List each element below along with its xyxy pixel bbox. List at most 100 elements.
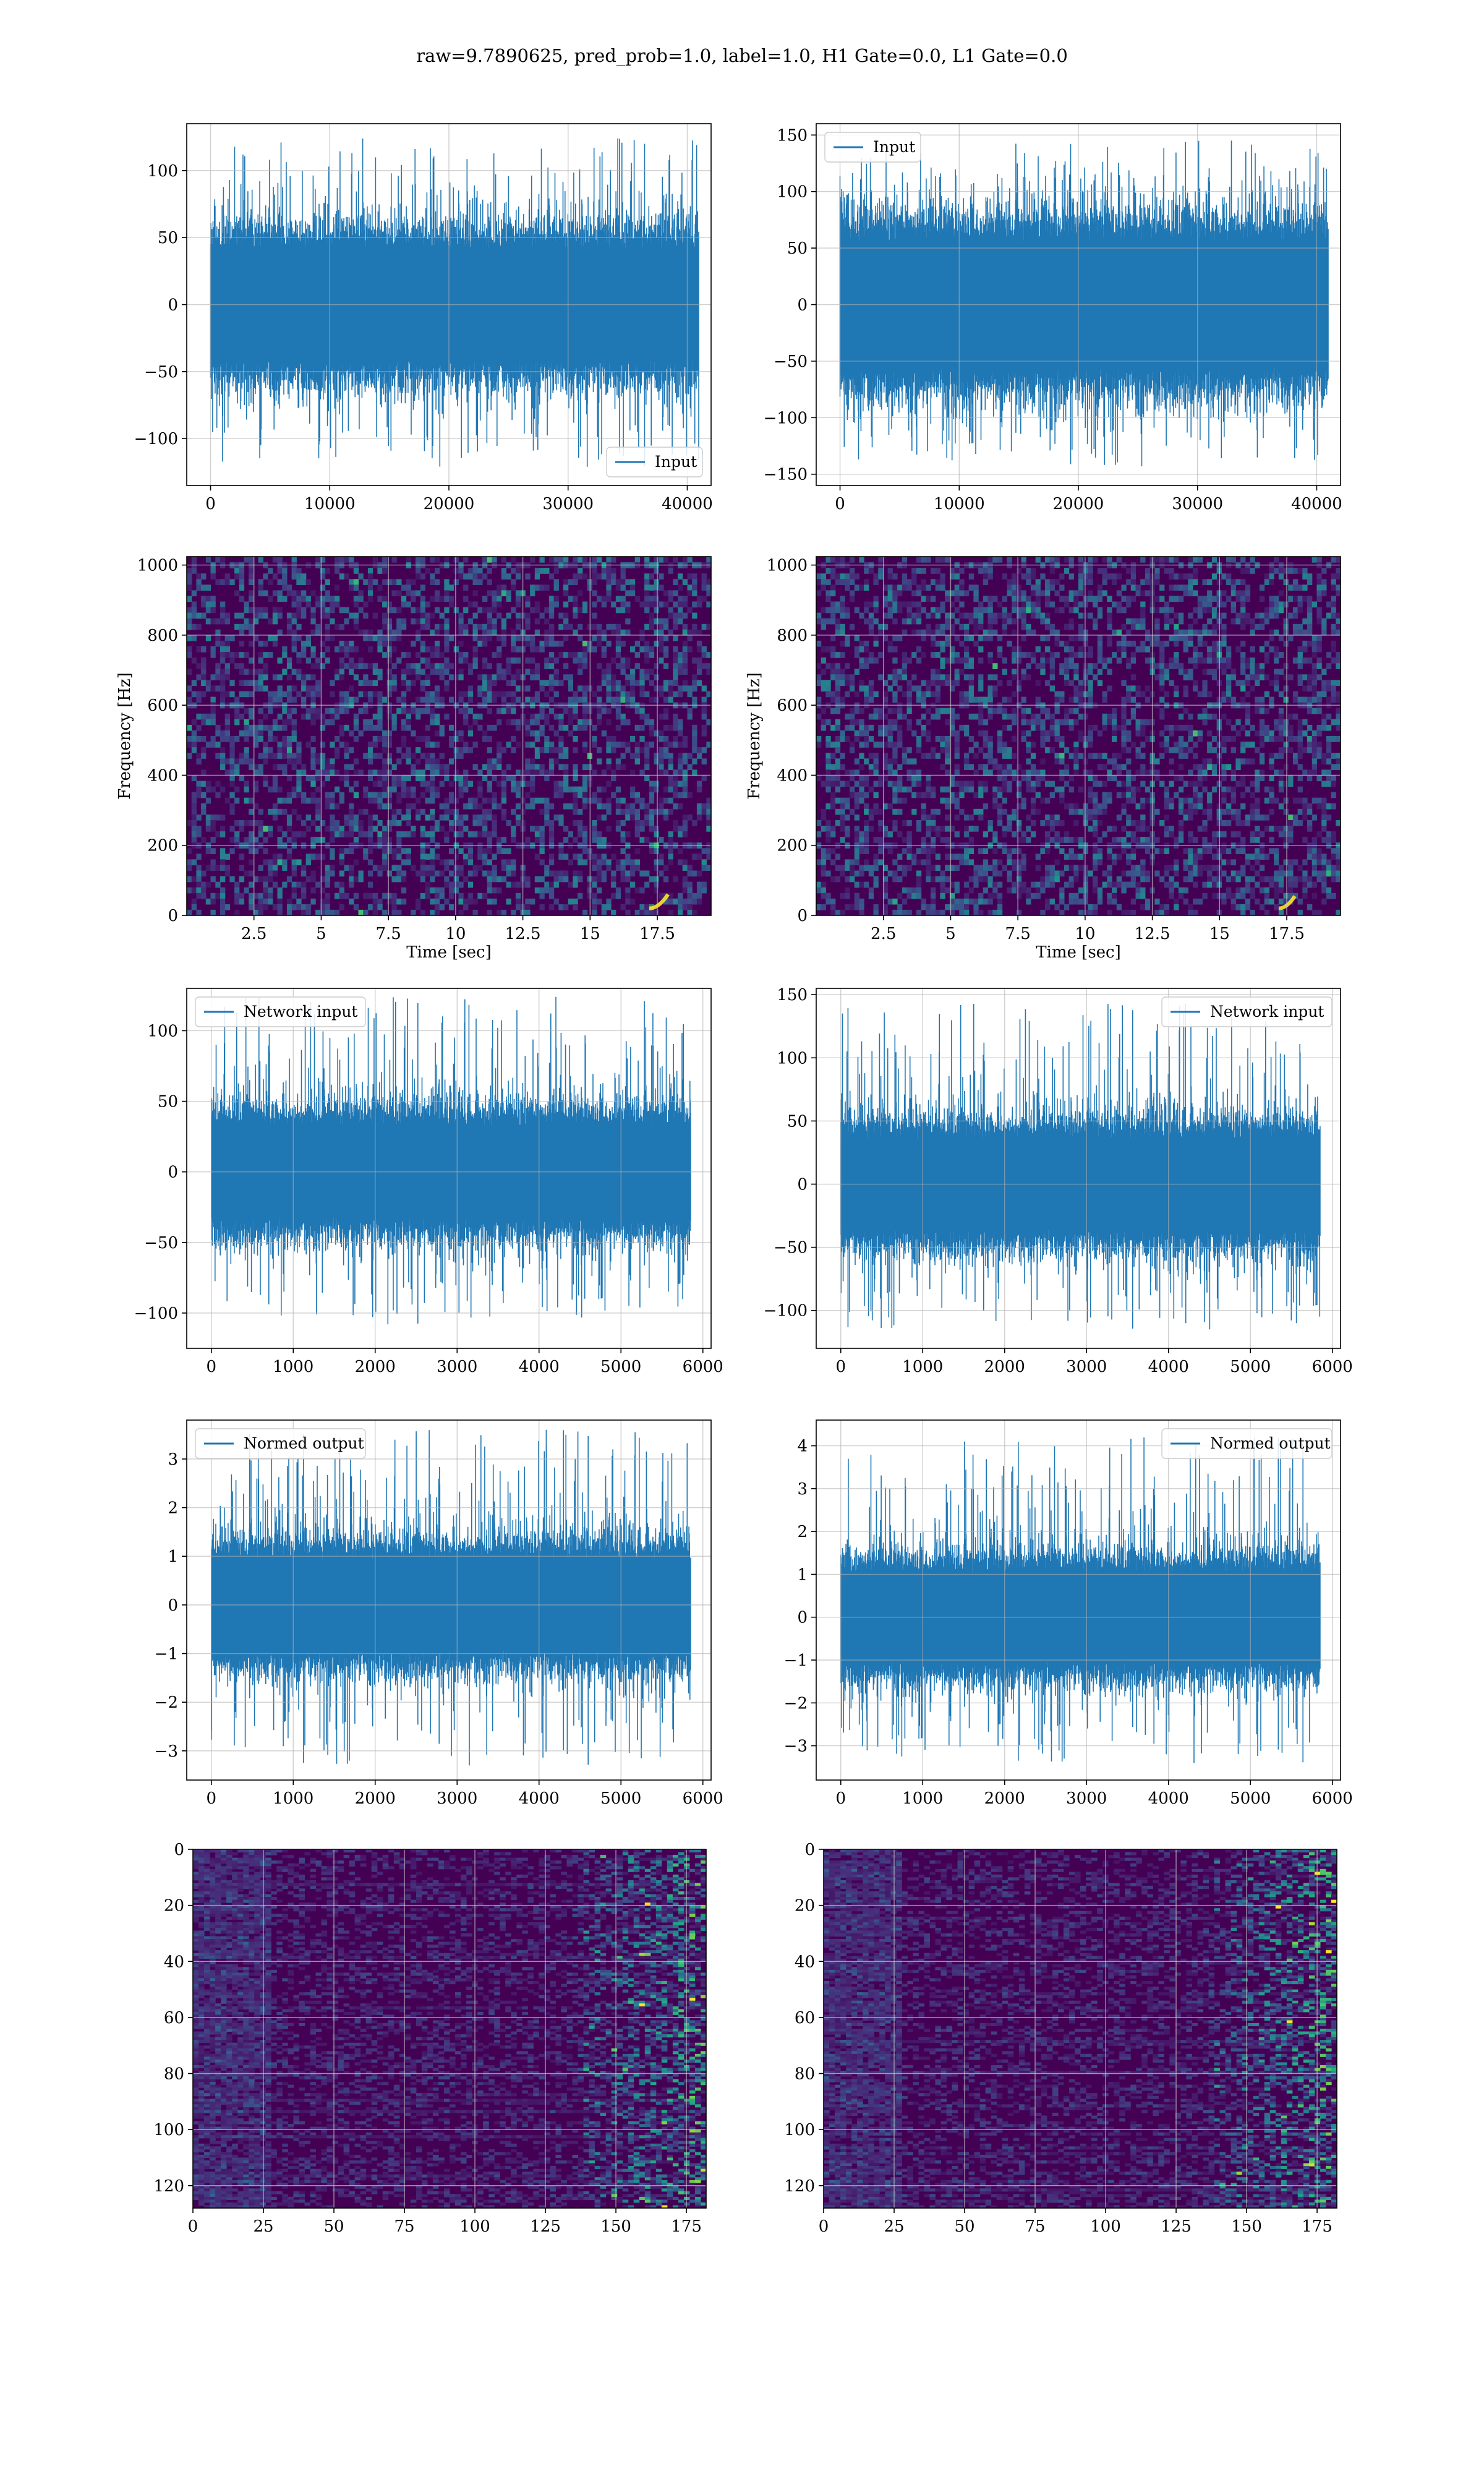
heatmap-cell xyxy=(1235,730,1241,737)
heatmap-cell xyxy=(305,713,311,720)
heatmap-cell xyxy=(301,640,307,647)
heatmap-cell xyxy=(487,786,492,793)
heatmap-cell xyxy=(558,736,564,742)
heatmap-cell xyxy=(325,758,330,764)
heatmap-cell xyxy=(1145,573,1151,580)
heatmap-cell xyxy=(1064,719,1070,726)
heatmap-cell xyxy=(367,573,373,580)
heatmap-cell xyxy=(1016,607,1022,614)
heatmap-cell xyxy=(558,814,564,821)
heatmap-cell xyxy=(548,708,555,714)
heatmap-cell xyxy=(897,607,903,614)
heatmap-cell xyxy=(868,601,874,608)
heatmap-cell xyxy=(1154,579,1160,585)
heatmap-cell xyxy=(367,820,373,826)
heatmap-cell xyxy=(964,629,970,636)
heatmap-cell xyxy=(1259,730,1265,737)
heatmap-cell xyxy=(249,859,254,866)
heatmap-cell xyxy=(220,557,226,563)
heatmap-cell xyxy=(310,898,316,905)
heatmap-cell xyxy=(310,753,316,759)
heatmap-cell xyxy=(544,719,550,726)
heatmap-cell xyxy=(282,719,288,726)
heatmap-cell xyxy=(897,635,903,641)
heatmap-cell xyxy=(434,568,440,574)
heatmap-cell xyxy=(1316,674,1322,680)
heatmap-cell xyxy=(1316,640,1322,647)
heatmap-cell xyxy=(644,713,650,720)
heatmap-cell xyxy=(1093,618,1098,625)
heatmap-cell xyxy=(239,596,245,602)
heatmap-cell xyxy=(620,629,626,636)
heatmap-cell xyxy=(420,736,425,742)
heatmap-cell xyxy=(305,691,311,698)
heatmap-cell xyxy=(249,618,254,625)
heatmap-cell xyxy=(1035,612,1041,619)
heatmap-cell xyxy=(1164,663,1170,669)
heatmap-cell xyxy=(239,652,245,658)
heatmap-cell xyxy=(291,612,297,619)
heatmap-cell xyxy=(597,623,602,630)
heatmap-cell xyxy=(1035,584,1041,591)
heatmap-cell xyxy=(425,797,430,804)
heatmap-cell xyxy=(187,685,192,692)
heatmap-cell xyxy=(892,618,898,625)
heatmap-cell xyxy=(335,909,340,915)
heatmap-cell xyxy=(296,814,302,821)
heatmap-cell xyxy=(983,719,989,726)
heatmap-cell xyxy=(682,881,688,888)
heatmap-cell xyxy=(272,640,278,647)
heatmap-cell xyxy=(477,579,483,585)
heatmap-cell xyxy=(482,870,488,877)
heatmap-cell xyxy=(458,831,464,837)
heatmap-cell xyxy=(1226,579,1232,585)
heatmap-cell xyxy=(391,590,397,597)
heatmap-cell xyxy=(224,724,230,731)
heatmap-cell xyxy=(578,808,583,815)
heatmap-cell xyxy=(678,803,683,810)
heatmap-cell xyxy=(497,596,502,602)
heatmap-cell xyxy=(377,568,383,574)
heatmap-cell xyxy=(1307,579,1313,585)
heatmap-cell xyxy=(220,680,226,687)
heatmap-cell xyxy=(339,691,344,698)
heatmap-cell xyxy=(1073,590,1079,597)
heatmap-cell xyxy=(850,674,855,680)
heatmap-cell xyxy=(1054,652,1060,658)
heatmap-cell xyxy=(315,909,321,915)
heatmap-cell xyxy=(649,601,655,608)
heatmap-cell xyxy=(678,719,683,726)
heatmap-cell xyxy=(1045,657,1051,664)
heatmap-cell xyxy=(1159,663,1165,669)
heatmap-cell xyxy=(492,865,497,871)
heatmap-cell xyxy=(391,814,397,821)
heatmap-cell xyxy=(277,685,283,692)
heatmap-cell xyxy=(263,742,268,748)
heatmap-cell xyxy=(411,590,416,597)
heatmap-cell xyxy=(1002,708,1007,714)
heatmap-cell xyxy=(606,826,612,832)
heatmap-cell xyxy=(515,904,521,910)
heatmap-cell xyxy=(191,736,197,742)
heatmap-cell xyxy=(687,629,693,636)
heatmap-cell xyxy=(305,876,311,883)
heatmap-cell xyxy=(1059,696,1065,703)
heatmap-cell xyxy=(906,691,912,698)
heatmap-cell xyxy=(1021,607,1026,614)
heatmap-cell xyxy=(358,826,364,832)
heatmap-cell xyxy=(1321,584,1327,591)
heatmap-cell xyxy=(434,887,440,894)
heatmap-cell xyxy=(1178,713,1184,720)
heatmap-cell xyxy=(291,753,297,759)
heatmap-cell xyxy=(578,870,583,877)
heatmap-cell xyxy=(477,691,483,698)
heatmap-cell xyxy=(1040,573,1046,580)
heatmap-cell xyxy=(511,646,516,653)
heatmap-cell xyxy=(453,876,459,883)
heatmap-cell xyxy=(654,601,659,608)
heatmap-cell xyxy=(497,887,502,894)
heatmap-cell xyxy=(1274,629,1279,636)
heatmap-cell xyxy=(935,685,940,692)
heatmap-cell xyxy=(620,596,626,602)
heatmap-cell xyxy=(964,652,970,658)
